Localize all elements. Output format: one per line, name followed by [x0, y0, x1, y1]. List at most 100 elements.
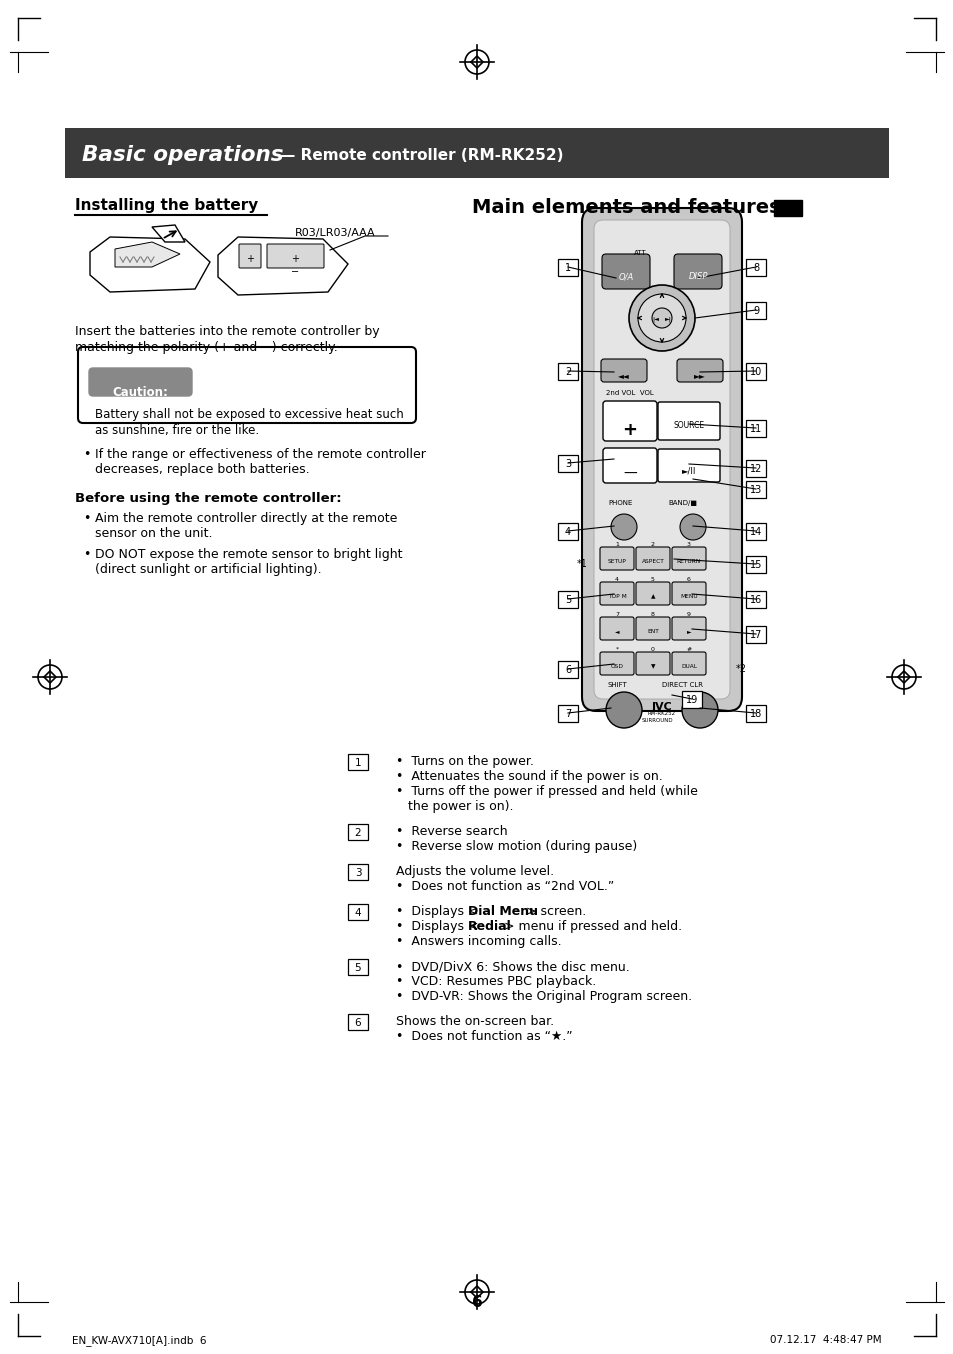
Text: 5: 5: [355, 963, 361, 974]
FancyBboxPatch shape: [745, 626, 765, 643]
Text: •  VCD: Resumes PBC playback.: • VCD: Resumes PBC playback.: [395, 975, 596, 988]
Circle shape: [651, 307, 671, 328]
Text: 1: 1: [564, 263, 571, 274]
Text: 10: 10: [749, 367, 761, 376]
Circle shape: [681, 692, 718, 728]
Text: 8: 8: [650, 612, 655, 617]
Text: > menu if pressed and held.: > menu if pressed and held.: [503, 919, 681, 933]
Text: 2: 2: [355, 829, 361, 838]
Text: Redial: Redial: [468, 919, 511, 933]
FancyBboxPatch shape: [745, 363, 765, 380]
Text: DO NOT expose the remote sensor to bright light: DO NOT expose the remote sensor to brigh…: [95, 548, 402, 561]
FancyBboxPatch shape: [636, 653, 669, 676]
Text: O/A: O/A: [618, 272, 633, 282]
Text: Main elements and features: Main elements and features: [472, 198, 780, 217]
Polygon shape: [152, 225, 185, 242]
Text: —: —: [622, 467, 637, 481]
Text: If the range or effectiveness of the remote controller: If the range or effectiveness of the rem…: [95, 448, 425, 460]
Text: 12: 12: [749, 464, 761, 474]
Text: DIRECT CLR: DIRECT CLR: [661, 682, 702, 688]
Circle shape: [638, 294, 685, 343]
Text: 4: 4: [355, 909, 361, 918]
FancyBboxPatch shape: [348, 904, 368, 919]
FancyBboxPatch shape: [745, 556, 765, 573]
Text: JVC: JVC: [651, 701, 672, 712]
Text: MENU: MENU: [679, 594, 697, 598]
FancyBboxPatch shape: [745, 259, 765, 276]
FancyBboxPatch shape: [745, 523, 765, 540]
Text: Shows the on-screen bar.: Shows the on-screen bar.: [395, 1016, 554, 1028]
Text: •  Does not function as “★.”: • Does not function as “★.”: [395, 1030, 572, 1043]
Text: •  Turns on the power.: • Turns on the power.: [395, 756, 534, 768]
Text: ENT: ENT: [646, 630, 659, 634]
Text: DISP: DISP: [688, 272, 707, 282]
FancyBboxPatch shape: [89, 368, 192, 395]
Circle shape: [679, 515, 705, 540]
Text: (direct sunlight or artificial lighting).: (direct sunlight or artificial lighting)…: [95, 563, 321, 575]
Text: ◄: ◄: [614, 630, 618, 634]
FancyBboxPatch shape: [671, 617, 705, 640]
Text: *1: *1: [576, 559, 587, 569]
Text: •  Displays <: • Displays <: [395, 919, 478, 933]
Text: RETURN: RETURN: [677, 559, 700, 565]
FancyBboxPatch shape: [745, 460, 765, 477]
Text: 3: 3: [355, 868, 361, 877]
FancyBboxPatch shape: [602, 448, 657, 483]
Circle shape: [605, 692, 641, 728]
Text: decreases, replace both batteries.: decreases, replace both batteries.: [95, 463, 310, 477]
Text: 1: 1: [355, 758, 361, 768]
Text: •  Displays <: • Displays <: [395, 904, 478, 918]
Text: •  Turns off the power if pressed and held (while: • Turns off the power if pressed and hel…: [395, 785, 698, 798]
Text: 2nd VOL  VOL: 2nd VOL VOL: [605, 390, 653, 395]
FancyBboxPatch shape: [671, 653, 705, 676]
FancyBboxPatch shape: [558, 363, 578, 380]
Polygon shape: [90, 237, 210, 292]
Text: •  Reverse search: • Reverse search: [395, 825, 507, 838]
FancyBboxPatch shape: [671, 582, 705, 605]
Text: ▲: ▲: [650, 594, 655, 598]
Text: ASPECT: ASPECT: [641, 559, 663, 565]
FancyBboxPatch shape: [636, 582, 669, 605]
FancyBboxPatch shape: [745, 705, 765, 722]
FancyBboxPatch shape: [78, 347, 416, 422]
Text: 2: 2: [650, 542, 655, 547]
Text: 15: 15: [749, 561, 761, 570]
Text: •: •: [83, 548, 91, 561]
Text: RM-RK252: RM-RK252: [647, 711, 676, 716]
Text: sensor on the unit.: sensor on the unit.: [95, 527, 213, 540]
FancyBboxPatch shape: [599, 547, 634, 570]
Text: ◄◄: ◄◄: [618, 371, 629, 380]
Text: R03/LR03/AAA: R03/LR03/AAA: [294, 227, 375, 238]
Text: 0: 0: [650, 647, 655, 653]
FancyBboxPatch shape: [602, 401, 657, 441]
Text: 1: 1: [615, 542, 618, 547]
Text: PHONE: PHONE: [607, 500, 632, 506]
FancyBboxPatch shape: [348, 864, 368, 880]
FancyBboxPatch shape: [348, 1014, 368, 1030]
FancyBboxPatch shape: [558, 705, 578, 722]
Text: 3: 3: [686, 542, 690, 547]
Text: SETUP: SETUP: [607, 559, 626, 565]
Text: ▼: ▼: [650, 663, 655, 669]
Text: Basic operations: Basic operations: [82, 145, 283, 165]
Text: 6: 6: [355, 1018, 361, 1028]
FancyBboxPatch shape: [558, 455, 578, 473]
Text: Caution:: Caution:: [112, 386, 168, 399]
Text: 6: 6: [471, 1294, 482, 1311]
FancyBboxPatch shape: [601, 255, 649, 288]
Text: Battery shall not be exposed to excessive heat such: Battery shall not be exposed to excessiv…: [95, 408, 403, 421]
Text: •  DVD-VR: Shows the Original Program screen.: • DVD-VR: Shows the Original Program scr…: [395, 990, 691, 1003]
Text: ►/II: ►/II: [681, 467, 696, 477]
Text: Insert the batteries into the remote controller by: Insert the batteries into the remote con…: [75, 325, 379, 338]
FancyBboxPatch shape: [636, 547, 669, 570]
FancyBboxPatch shape: [558, 259, 578, 276]
Text: 17: 17: [749, 630, 761, 640]
FancyBboxPatch shape: [671, 547, 705, 570]
Text: #: #: [685, 647, 691, 653]
FancyBboxPatch shape: [600, 359, 646, 382]
Text: •  Attenuates the sound if the power is on.: • Attenuates the sound if the power is o…: [395, 770, 662, 783]
Text: +: +: [246, 255, 253, 264]
Text: SURROUND: SURROUND: [640, 718, 672, 723]
Text: 11: 11: [749, 424, 761, 435]
Text: •: •: [83, 512, 91, 525]
